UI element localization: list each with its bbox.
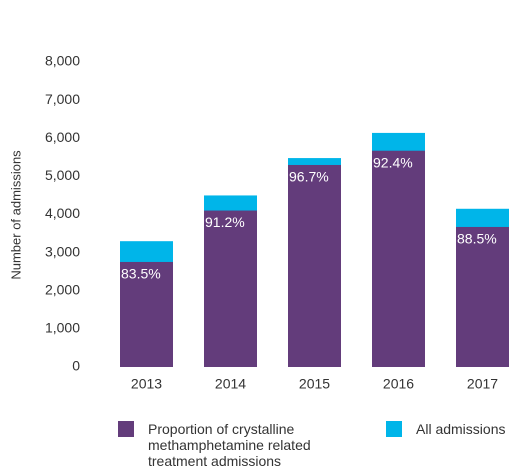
y-tick-label: 2,000	[45, 281, 80, 297]
bar	[372, 150, 425, 367]
legend-swatch	[118, 421, 134, 437]
y-axis-title: Number of admissions	[8, 150, 23, 280]
y-tick-label: 7,000	[45, 91, 80, 107]
y-tick-label: 4,000	[45, 205, 80, 221]
x-tick-label: 2017	[467, 376, 498, 392]
x-tick-label: 2014	[215, 376, 246, 392]
bar-annotation: 88.5%	[457, 231, 497, 247]
y-tick-label: 1,000	[45, 320, 80, 336]
y-tick-label: 6,000	[45, 129, 80, 145]
bar	[120, 261, 173, 367]
bar	[204, 210, 257, 367]
legend-label: All admissions	[416, 421, 506, 437]
bar	[456, 226, 509, 367]
y-tick-label: 8,000	[45, 53, 80, 69]
y-tick-label: 5,000	[45, 167, 80, 183]
legend-swatch	[386, 421, 402, 437]
bar-annotation: 96.7%	[289, 169, 329, 185]
legend-label: Proportion of crystalline methamphetamin…	[148, 421, 311, 469]
bar	[288, 164, 341, 367]
bar-annotation: 91.2%	[205, 214, 245, 230]
x-tick-label: 2016	[383, 376, 414, 392]
x-tick-label: 2015	[299, 376, 330, 392]
bar-annotation: 92.4%	[373, 154, 413, 170]
y-tick-label: 3,000	[45, 243, 80, 259]
x-tick-label: 2013	[131, 376, 162, 392]
y-tick-label: 0	[72, 358, 80, 374]
bar-annotation: 83.5%	[121, 266, 161, 282]
